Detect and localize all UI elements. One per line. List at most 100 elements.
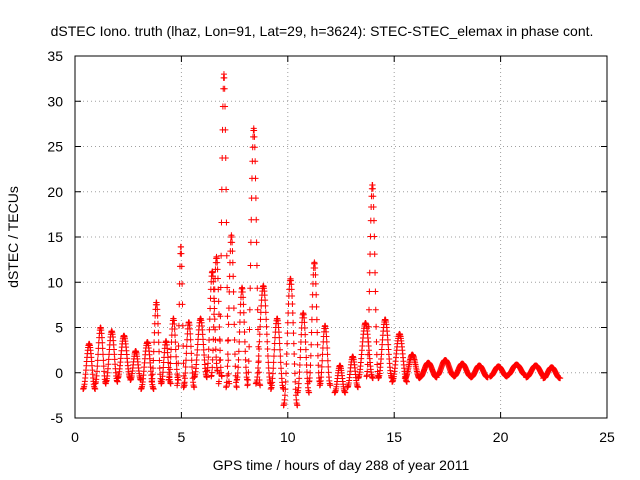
data-point [276,334,283,341]
data-point [235,356,242,363]
data-point [364,361,371,368]
data-point [215,298,222,305]
data-point [93,368,100,375]
data-point [188,350,195,357]
data-point [373,323,380,330]
data-point [255,365,262,372]
data-point [224,351,231,358]
data-point [256,338,263,345]
data-point [256,369,263,376]
data-point [150,348,157,355]
data-point [224,372,231,379]
data-point [265,359,272,366]
data-point [312,265,319,272]
data-point [289,293,296,300]
data-point [291,361,298,368]
data-point [296,375,303,382]
data-point [194,341,201,348]
data-point [302,331,309,338]
data-point [256,331,263,338]
data-point [205,354,212,361]
data-point [306,389,313,396]
x-tick-label: 20 [493,429,509,445]
data-point [231,351,238,358]
data-point [156,365,163,372]
data-point [209,364,216,371]
data-point [366,306,373,313]
data-point [213,354,220,361]
y-tick-label: 5 [55,320,63,336]
data-point [241,338,248,345]
data-point [246,306,253,313]
y-tick-label: 30 [47,93,63,109]
data-point [211,316,218,323]
data-point [175,360,182,367]
data-point [296,362,303,369]
data-point [372,288,379,295]
data-point [308,329,315,336]
data-point [246,343,253,350]
data-point [216,357,223,364]
data-point [172,339,179,346]
data-point [242,356,249,363]
data-point [222,103,229,110]
data-point [160,364,167,371]
data-point [179,322,186,329]
data-point [365,323,372,330]
data-point [224,313,231,320]
data-point [246,326,253,333]
data-point [229,259,236,266]
data-point [302,346,309,353]
data-point [324,344,331,351]
data-point [225,336,232,343]
data-point [296,369,303,376]
data-point [257,382,264,389]
axis-ticks: 0 5 10 15 20 25 -5 0 5 10 15 20 25 30 35 [47,48,615,445]
data-point [247,239,254,246]
data-point [315,362,322,369]
data-point [281,392,288,399]
data-point [313,316,320,323]
x-tick-label: 5 [178,429,186,445]
data-point [174,372,181,379]
data-point [307,369,314,376]
data-point [200,336,207,343]
data-point [327,382,334,389]
data-point [217,364,224,371]
data-point [150,357,157,364]
data-point [284,340,291,347]
data-point [231,321,238,328]
data-point [284,319,291,326]
data-point [189,363,196,370]
y-axis-label: dSTEC / TECUs [5,186,21,288]
data-point [167,360,174,367]
data-point [256,346,263,353]
x-tick-label: 15 [386,429,402,445]
y-tick-label: 25 [47,139,63,155]
data-point [365,338,372,345]
data-point [214,275,221,282]
data-point [247,262,254,269]
data-point [282,386,289,393]
data-point [230,288,237,295]
data-point [253,216,260,223]
data-point [218,252,225,259]
data-point [290,330,297,337]
data-point [278,365,285,372]
data-point [292,378,299,385]
data-point [288,286,295,293]
data-point [307,352,314,359]
data-point [214,266,221,273]
data-point [171,325,178,332]
data-point [156,348,163,355]
data-point [263,323,270,330]
data-point [155,329,162,336]
data-point [312,271,319,278]
data-point [366,288,373,295]
data-point [291,370,298,377]
data-point [264,352,271,359]
data-point [234,370,241,377]
data-point [183,357,190,364]
data-point [203,374,210,381]
